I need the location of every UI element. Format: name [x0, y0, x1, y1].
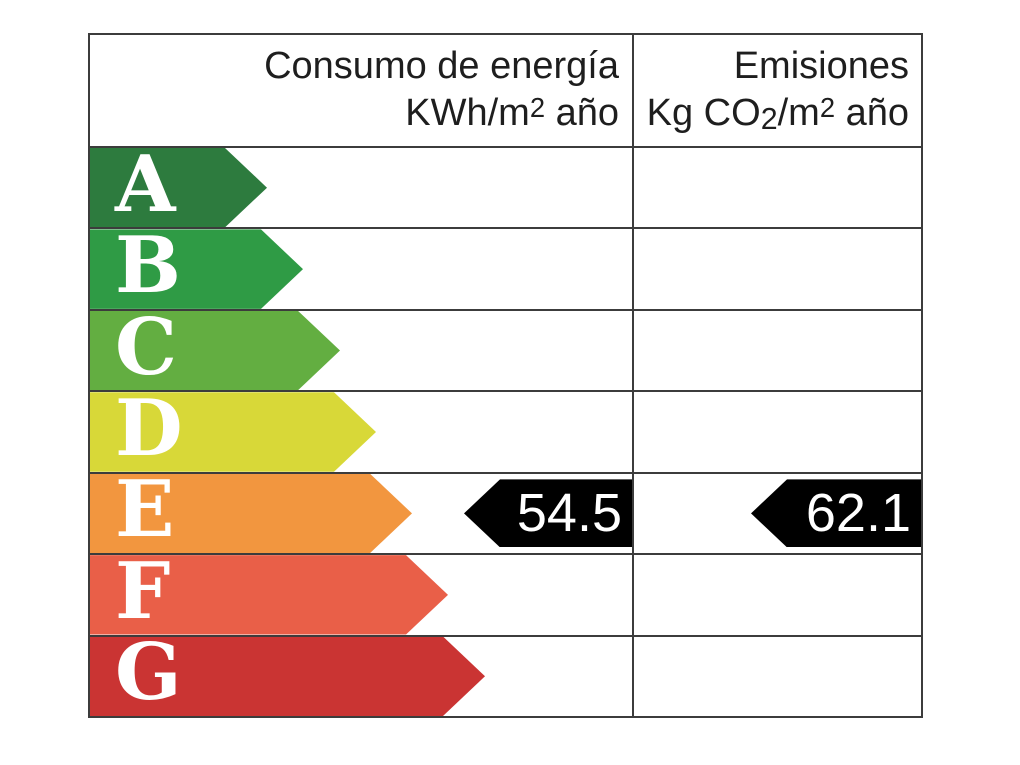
rating-row-a: A — [90, 146, 921, 227]
rating-row-b: B — [90, 227, 921, 308]
consumo-value-arrow: 54.5 — [464, 479, 632, 548]
rating-letter-e: E — [115, 464, 175, 556]
superscript-2: 2 — [529, 91, 546, 123]
header-consumo-line1: Consumo de energía — [264, 44, 619, 87]
rating-arrow-c: C — [90, 311, 340, 390]
header-emisiones: Emisiones Kg CO2/m2 año — [634, 35, 921, 146]
rating-arrow-a: A — [90, 148, 267, 227]
header-emisiones-line2: Kg CO2/m2 año — [646, 91, 909, 136]
rating-letter-b: B — [115, 220, 181, 312]
table-header: Consumo de energía KWh/m2 año Emisiones … — [90, 35, 921, 146]
rating-row-d: D — [90, 390, 921, 471]
emisiones-value-arrow: 62.1 — [751, 479, 921, 548]
emisiones-value: 62.1 — [805, 483, 911, 544]
rating-arrow-b: B — [90, 229, 303, 308]
rating-arrow-d: D — [90, 392, 376, 471]
rating-row-c: C — [90, 309, 921, 390]
rating-arrow-f: F — [90, 555, 448, 634]
rating-letter-c: C — [115, 301, 178, 393]
rating-letter-g: G — [115, 627, 182, 719]
rating-arrow-e: E — [90, 474, 412, 553]
rating-row-f: F — [90, 553, 921, 634]
rating-letter-f: F — [115, 545, 171, 637]
header-emisiones-line1: Emisiones — [733, 44, 909, 87]
subscript-2: 2 — [760, 101, 778, 136]
column-divider — [632, 35, 634, 716]
rating-row-e: E 54.5 62.1 — [90, 472, 921, 553]
superscript-2: 2 — [819, 91, 836, 123]
header-consumo-line2: KWh/m2 año — [405, 91, 619, 134]
rating-row-g: G — [90, 635, 921, 716]
rating-arrow-g: G — [90, 637, 485, 716]
rating-letter-a: A — [115, 138, 176, 230]
consumo-value: 54.5 — [516, 483, 622, 544]
rating-letter-d: D — [115, 382, 183, 474]
energy-rating-table: Consumo de energía KWh/m2 año Emisiones … — [88, 33, 923, 718]
header-consumo: Consumo de energía KWh/m2 año — [90, 35, 634, 146]
